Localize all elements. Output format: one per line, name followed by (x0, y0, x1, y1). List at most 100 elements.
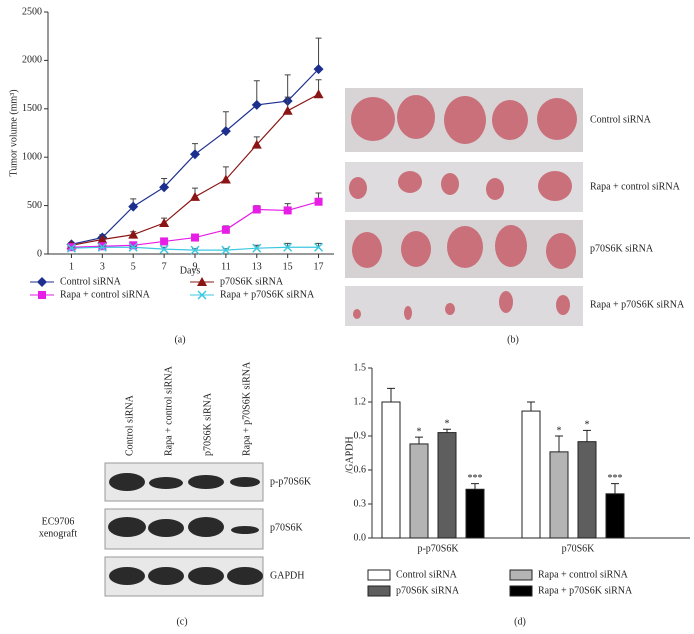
marker (159, 244, 169, 254)
y-axis-label: /GAPDH (344, 436, 355, 473)
marker (221, 245, 231, 255)
marker (129, 241, 138, 250)
error-bar (387, 387, 395, 402)
bar (409, 443, 429, 539)
marker (37, 277, 47, 287)
legend-swatch (509, 585, 533, 597)
lane-label: Rapa + p70S6K siRNA (241, 361, 252, 456)
row-label: Rapa + p70S6K siRNA (590, 299, 685, 310)
marker (313, 89, 324, 99)
error-bar (471, 483, 479, 490)
legend-label: Rapa + p70S6K siRNA (220, 289, 315, 300)
significance: *** (608, 473, 623, 484)
band-label: p70S6K (270, 522, 304, 533)
lane-label: p70S6K siRNA (202, 392, 213, 456)
photo (345, 286, 583, 326)
error-bar (583, 429, 591, 442)
marker (66, 243, 76, 253)
marker (128, 201, 139, 212)
marker (159, 182, 170, 193)
significance: * (557, 425, 562, 436)
legend-label: p70S6K siRNA (396, 585, 460, 596)
legend-label: p70S6K siRNA (220, 276, 284, 287)
significance: * (417, 426, 422, 437)
bar (577, 441, 597, 539)
y-tick-label: 2500 (22, 6, 42, 17)
x-tick-label: 15 (283, 261, 293, 272)
band-label: GAPDH (270, 570, 304, 581)
legend-swatch (509, 569, 533, 581)
x-tick-label: 13 (252, 261, 262, 272)
y-tick-label: 0.3 (354, 498, 367, 509)
panel-label: (a) (174, 334, 185, 345)
y-tick-label: 1.2 (354, 396, 367, 407)
marker (197, 277, 207, 286)
bar (549, 451, 569, 539)
marker (282, 105, 293, 115)
marker (128, 242, 138, 252)
bar (465, 488, 485, 539)
marker (128, 229, 139, 239)
marker (314, 242, 324, 252)
x-axis-label: Days (180, 265, 201, 276)
y-axis-label: Tumor volume (mm³) (8, 89, 19, 176)
marker (283, 242, 293, 252)
legend-label: Rapa + control siRNA (60, 289, 151, 300)
row-label: Control siRNA (590, 114, 652, 125)
y-tick-label: 0.9 (354, 430, 367, 441)
x-tick-label: 17 (314, 261, 324, 272)
x-tick-label: 9 (193, 261, 198, 272)
significance: *** (468, 473, 483, 484)
x-tick-label: 7 (162, 261, 167, 272)
legend-label: Control siRNA (396, 569, 458, 580)
y-tick-label: 0.6 (354, 464, 367, 475)
x-tick-label: 11 (221, 261, 231, 272)
x-tick-label: p-p70S6K (417, 543, 459, 554)
marker (160, 237, 169, 246)
bar (381, 401, 401, 539)
band-label: p-p70S6K (270, 476, 312, 487)
marker (313, 64, 324, 75)
marker (190, 191, 200, 201)
marker (220, 174, 231, 184)
marker (197, 290, 207, 300)
row-label: p70S6K siRNA (590, 243, 654, 254)
panel-label: (d) (514, 616, 526, 627)
marker (38, 291, 46, 299)
marker (97, 234, 108, 244)
y-tick-label: 1000 (22, 151, 42, 162)
significance: * (585, 420, 590, 431)
lane-label: Rapa + control siRNA (163, 365, 174, 456)
marker (251, 139, 262, 149)
error-bar (555, 435, 563, 452)
marker (221, 225, 230, 234)
y-tick-label: 1500 (22, 103, 42, 114)
marker (190, 149, 200, 160)
error-bar (415, 436, 423, 444)
significance: * (445, 418, 450, 429)
error-bar (443, 428, 451, 433)
error-bar (527, 401, 535, 412)
legend-label: Rapa + p70S6K siRNA (538, 585, 633, 596)
y-tick-label: 500 (27, 200, 42, 211)
series-line (71, 93, 319, 246)
y-tick-label: 0 (37, 248, 42, 259)
marker (314, 197, 323, 206)
bar (521, 410, 541, 539)
x-tick-label: 3 (100, 261, 105, 272)
x-tick-label: 5 (131, 261, 136, 272)
panel-label: (c) (176, 616, 187, 627)
tumors (349, 95, 577, 320)
sample-label: xenograft (39, 528, 78, 539)
marker (220, 126, 231, 137)
marker (190, 245, 200, 255)
photo-panel (345, 88, 583, 326)
legend-label: Rapa + control siRNA (538, 569, 629, 580)
x-tick-label: p70S6K (562, 543, 596, 554)
row-label: Rapa + control siRNA (590, 181, 681, 192)
marker (159, 218, 170, 228)
x-tick-label: 1 (69, 261, 74, 272)
panel-label: (b) (507, 334, 519, 345)
y-tick-label: 1.5 (354, 362, 367, 373)
